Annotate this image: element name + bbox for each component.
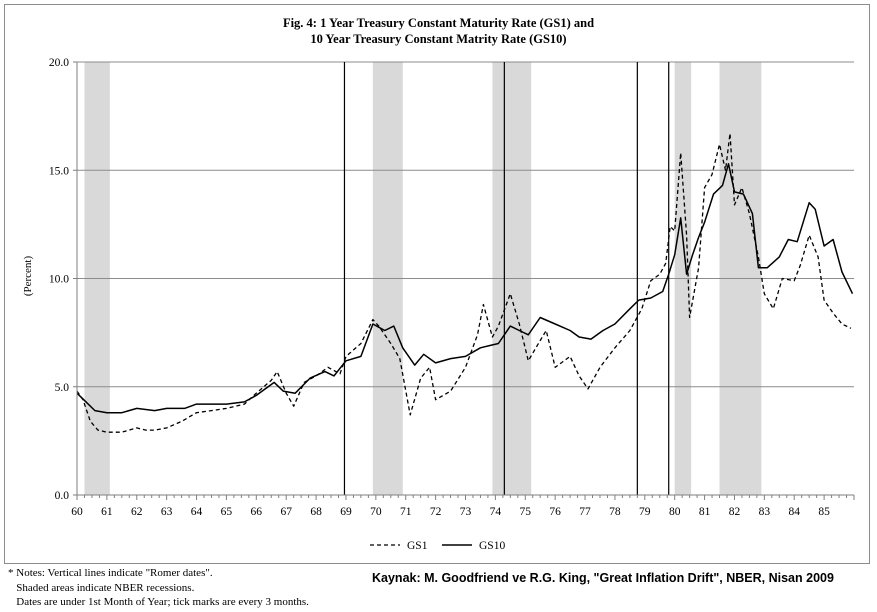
series-gs1-line <box>76 132 852 433</box>
x-tick-label-15: 75 <box>520 506 532 518</box>
x-tick-label-14: 74 <box>490 506 502 518</box>
x-tick-label-23: 83 <box>759 506 771 518</box>
x-tick-label-1: 61 <box>101 506 113 518</box>
x-tick-label-18: 78 <box>609 506 621 518</box>
chart-title-line2: 10 Year Treasury Constant Matrity Rate (… <box>310 32 567 46</box>
y-tick-label-0: 0.0 <box>55 490 70 502</box>
y-tick-labels: 0.0 5.0 10.0 15.0 20.0 <box>49 57 69 502</box>
x-tick-label-4: 64 <box>191 506 203 518</box>
y-tick-label-3: 15.0 <box>49 165 69 177</box>
series-gs10-line <box>76 163 854 414</box>
x-tick-label-9: 69 <box>340 506 352 518</box>
x-tick-label-10: 70 <box>370 506 382 518</box>
chart-notes: * Notes: Vertical lines indicate "Romer … <box>8 566 309 610</box>
legend-gs10-label: GS10 <box>479 540 505 552</box>
x-tick-label-16: 76 <box>549 506 561 518</box>
x-tick-label-5: 65 <box>221 506 233 518</box>
x-tick-label-8: 68 <box>310 506 322 518</box>
x-tick-label-7: 67 <box>280 506 292 518</box>
x-tick-label-17: 77 <box>579 506 591 518</box>
legend-gs1-label: GS1 <box>407 540 428 552</box>
gridlines <box>77 61 854 388</box>
note-line-3: Dates are under 1st Month of Year; tick … <box>8 596 309 608</box>
x-tick-label-22: 82 <box>729 506 741 518</box>
note-line-1: * Notes: Vertical lines indicate "Romer … <box>8 567 213 579</box>
x-tick-label-12: 72 <box>430 506 442 518</box>
x-tick-label-13: 73 <box>460 506 472 518</box>
x-tick-label-2: 62 <box>131 506 143 518</box>
y-tick-label-4: 20.0 <box>49 57 69 69</box>
x-tick-labels: 60 61 62 63 64 65 66 67 68 69 70 71 72 73 74 75 76 77 78 79… <box>71 506 830 518</box>
romer-date-lines <box>343 62 670 495</box>
x-tick-label-11: 71 <box>400 506 412 518</box>
x-tick-label-21: 81 <box>699 506 711 518</box>
x-tick-label-25: 85 <box>818 506 830 518</box>
x-tick-label-24: 84 <box>788 506 800 518</box>
x-tick-label-0: 60 <box>71 506 83 518</box>
axes <box>73 61 855 500</box>
note-line-2: Shaded areas indicate NBER recessions. <box>8 581 195 594</box>
x-tick-label-6: 66 <box>251 506 263 518</box>
chart-title-line1: Fig. 4: 1 Year Treasury Constant Maturit… <box>282 16 595 30</box>
x-tick-label-19: 79 <box>639 506 651 518</box>
y-tick-label-2: 10.0 <box>49 274 69 286</box>
source-citation: Kaynak: M. Goodfriend ve R.G. King, "Gre… <box>372 571 834 585</box>
chart-frame <box>4 4 870 564</box>
legend: GS1 GS10 <box>370 540 505 552</box>
series-lines <box>76 132 854 433</box>
x-tick-label-20: 80 <box>669 506 681 518</box>
x-tick-label-3: 63 <box>161 506 173 518</box>
y-tick-label-1: 5.0 <box>55 382 70 394</box>
